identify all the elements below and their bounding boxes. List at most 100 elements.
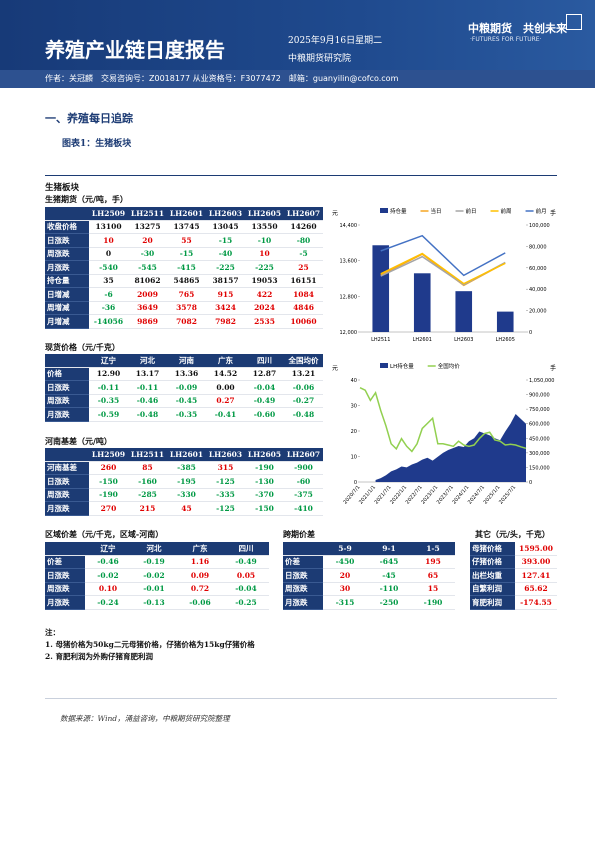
y2-tick-label: 600,000 bbox=[529, 422, 550, 428]
header-row: LH2509 LH2511 LH2601 LH2603 LH2605 LH2607 bbox=[45, 448, 323, 462]
row: 周涨跌 0 -30 -15 -40 10 -5 bbox=[45, 247, 323, 261]
cell: -160 bbox=[128, 474, 167, 489]
cell: 13745 bbox=[167, 220, 206, 234]
row: 日涨跌 -0.02 -0.02 0.09 0.05 bbox=[45, 568, 269, 583]
legend-swatch bbox=[380, 208, 388, 213]
cell: -45 bbox=[367, 568, 411, 583]
authors: 作者：关冠麟 交易咨询号：Z0018177 从业资格号：F3077472 邮箱：… bbox=[45, 74, 399, 83]
cell: 14260 bbox=[284, 220, 323, 234]
y2-tick-label: 150,000 bbox=[529, 465, 550, 471]
cell: -0.06 bbox=[177, 595, 223, 610]
row-label: 周涨跌 bbox=[45, 247, 89, 261]
cell: 13550 bbox=[245, 220, 284, 234]
legend-label: LH持仓量 bbox=[390, 362, 414, 370]
cell: -540 bbox=[89, 260, 128, 275]
cell: -190 bbox=[245, 461, 284, 475]
row-label: 日涨跌 bbox=[45, 474, 89, 489]
table: LH2509 LH2511 LH2601 LH2603 LH2605 LH2607 河南基差… bbox=[45, 448, 323, 516]
cell: -5 bbox=[284, 247, 323, 261]
cell: -0.04 bbox=[223, 582, 269, 596]
cell: -385 bbox=[167, 461, 206, 475]
cell: -335 bbox=[206, 488, 245, 502]
cell: 195 bbox=[411, 555, 455, 569]
cell: -40 bbox=[206, 247, 245, 261]
header-cell: LH2511 bbox=[128, 448, 167, 462]
legend-label: 持仓量 bbox=[390, 207, 407, 215]
chart: 元 手 12,000 12,800 13,600 14,400 0 20,000 40,000 6… bbox=[332, 207, 556, 343]
header-row: LH2509 LH2511 LH2601 LH2603 LH2605 LH2607 bbox=[45, 207, 323, 221]
table: 辽宁 河北 广东 四川 价差 -0.46 -0.19 1.16 -0.49 日涨跌 -0.02 -0.… bbox=[45, 542, 269, 610]
cell: 7082 bbox=[167, 314, 206, 329]
row: 周增减 -36 3649 3578 3424 2024 4846 bbox=[45, 301, 323, 315]
report-date: 2025年9月16日星期二 bbox=[288, 36, 383, 46]
notes: 注： 1. 母猪价格为50kg二元母猪价格，仔猪价格为15kg仔猪价格 2. 育… bbox=[45, 627, 255, 663]
row: 月涨跌 -0.59 -0.48 -0.35 -0.41 -0.60 -0.48 bbox=[45, 407, 323, 422]
cell: 260 bbox=[89, 461, 128, 475]
y-tick-label: 12,800 bbox=[340, 294, 358, 300]
y-tick-label: 13,600 bbox=[340, 259, 358, 265]
cell: -80 bbox=[284, 233, 323, 248]
cell: -225 bbox=[206, 260, 245, 275]
header-cell: 河南 bbox=[167, 354, 206, 368]
cell: -375 bbox=[284, 488, 323, 502]
cell: -0.35 bbox=[89, 394, 128, 408]
cell: -415 bbox=[167, 260, 206, 275]
section-title: 一、养殖每日追踪 bbox=[45, 112, 133, 125]
table: LH2509 LH2511 LH2601 LH2603 LH2605 LH2607 收盘价格… bbox=[45, 207, 323, 329]
row-label: 月涨跌 bbox=[283, 595, 323, 610]
header-band bbox=[0, 0, 595, 70]
cell: 3649 bbox=[128, 301, 167, 315]
y-tick-label: 40 bbox=[351, 378, 357, 384]
row-label: 出栏均重 bbox=[470, 568, 515, 583]
header-cell: 四川 bbox=[245, 354, 284, 368]
cell: 127.41 bbox=[515, 568, 557, 583]
header-cell: 全国均价 bbox=[284, 354, 323, 368]
row: 自繁利润 65.62 bbox=[470, 582, 557, 596]
y2-tick-label: 450,000 bbox=[529, 436, 550, 442]
row-label: 收盘价格 bbox=[45, 220, 89, 234]
table-title: 其它（元/头，千克） bbox=[475, 529, 550, 539]
cell: -14056 bbox=[89, 314, 128, 329]
cell: 12.90 bbox=[89, 367, 128, 381]
y-tick-label: 12,000 bbox=[340, 330, 358, 336]
row: 月增减 -14056 9869 7082 7982 2535 10060 bbox=[45, 314, 323, 329]
cell: 10 bbox=[89, 233, 128, 248]
row: 周涨跌 -0.35 -0.46 -0.45 0.27 -0.49 -0.27 bbox=[45, 394, 323, 408]
cell: 45 bbox=[167, 501, 206, 516]
cell: 13275 bbox=[128, 220, 167, 234]
x-tick-label: LH2511 bbox=[371, 337, 390, 343]
cell: -0.46 bbox=[128, 394, 167, 408]
header-cell: LH2509 bbox=[89, 207, 128, 221]
row-label: 仔猪价格 bbox=[470, 555, 515, 569]
row: 河南基差 260 85 -385 315 -190 -900 bbox=[45, 461, 323, 475]
cell: -250 bbox=[367, 595, 411, 610]
cell: 19053 bbox=[245, 274, 284, 288]
row-label: 河南基差 bbox=[45, 461, 89, 475]
line bbox=[380, 234, 506, 277]
row-label: 价格 bbox=[45, 367, 89, 381]
cell: 3424 bbox=[206, 301, 245, 315]
axis-unit: 手 bbox=[550, 209, 556, 217]
cell: 16151 bbox=[284, 274, 323, 288]
report-org: 中粮期货研究院 bbox=[288, 54, 352, 64]
row-label: 持仓量 bbox=[45, 274, 89, 288]
cell: 2009 bbox=[128, 287, 167, 302]
table-title: 跨期价差 bbox=[283, 529, 315, 539]
cell: 81062 bbox=[128, 274, 167, 288]
cell: 1.16 bbox=[177, 555, 223, 569]
row-label: 周增减 bbox=[45, 301, 89, 315]
cell: -0.11 bbox=[89, 380, 128, 395]
cell: 30 bbox=[323, 582, 367, 596]
header-cell bbox=[283, 542, 323, 556]
row-label: 日涨跌 bbox=[45, 380, 89, 395]
row: 月涨跌 -0.24 -0.13 -0.06 -0.25 bbox=[45, 595, 269, 610]
cell: 270 bbox=[89, 501, 128, 516]
cell: 0.10 bbox=[85, 582, 131, 596]
row: 持仓量 35 81062 54865 38157 19053 16151 bbox=[45, 274, 323, 288]
cell: 20 bbox=[323, 568, 367, 583]
cell: -0.59 bbox=[89, 407, 128, 422]
table-title: 区域价差（元/千克，区域-河南） bbox=[45, 529, 164, 539]
cell: -125 bbox=[206, 474, 245, 489]
header-cell: LH2603 bbox=[206, 448, 245, 462]
row: 价差 -0.46 -0.19 1.16 -0.49 bbox=[45, 555, 269, 569]
